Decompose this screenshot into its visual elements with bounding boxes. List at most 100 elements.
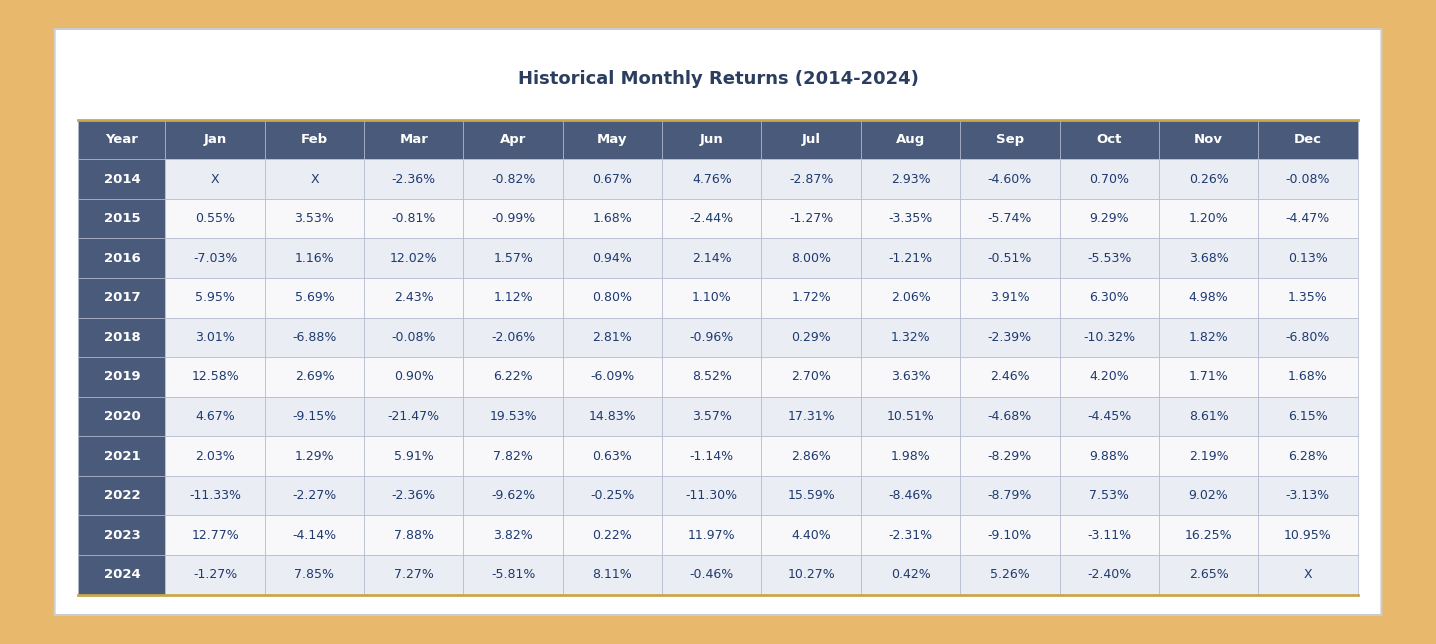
Text: Year: Year — [105, 133, 138, 146]
Text: -6.88%: -6.88% — [293, 331, 336, 344]
Text: 0.13%: 0.13% — [1288, 252, 1328, 265]
Bar — [1258, 199, 1357, 238]
Bar — [264, 555, 365, 594]
Bar — [860, 159, 961, 199]
Bar — [79, 199, 165, 238]
Bar — [761, 159, 860, 199]
Text: -11.33%: -11.33% — [190, 489, 241, 502]
Bar — [1060, 436, 1159, 476]
Text: -2.40%: -2.40% — [1087, 568, 1132, 582]
Bar — [563, 120, 662, 159]
Bar — [464, 555, 563, 594]
Bar — [365, 476, 464, 515]
Text: 2021: 2021 — [103, 450, 141, 462]
Bar — [563, 515, 662, 555]
Text: Historical Monthly Returns (2014-2024): Historical Monthly Returns (2014-2024) — [517, 70, 919, 88]
Text: 6.15%: 6.15% — [1288, 410, 1328, 423]
Text: 3.63%: 3.63% — [890, 370, 931, 383]
Text: 2016: 2016 — [103, 252, 141, 265]
Bar — [264, 317, 365, 357]
Text: -0.82%: -0.82% — [491, 173, 536, 185]
Text: 2.86%: 2.86% — [791, 450, 831, 462]
Bar — [1060, 317, 1159, 357]
Bar — [563, 199, 662, 238]
Bar — [165, 238, 264, 278]
Text: 0.22%: 0.22% — [593, 529, 632, 542]
Bar — [79, 317, 165, 357]
Bar — [264, 476, 365, 515]
Text: 1.72%: 1.72% — [791, 291, 831, 305]
Bar — [1159, 555, 1258, 594]
Bar — [264, 120, 365, 159]
Text: 7.85%: 7.85% — [294, 568, 335, 582]
Text: 12.02%: 12.02% — [391, 252, 438, 265]
Bar — [464, 120, 563, 159]
Bar — [761, 199, 860, 238]
Bar — [662, 397, 761, 436]
Bar — [1159, 357, 1258, 397]
Bar — [1060, 278, 1159, 317]
Text: 2023: 2023 — [103, 529, 141, 542]
Text: 3.91%: 3.91% — [989, 291, 1030, 305]
Bar — [961, 317, 1060, 357]
Text: May: May — [597, 133, 628, 146]
Bar — [464, 476, 563, 515]
Text: 4.76%: 4.76% — [692, 173, 732, 185]
Bar — [264, 159, 365, 199]
Bar — [662, 159, 761, 199]
Text: -0.08%: -0.08% — [1285, 173, 1330, 185]
Text: Jul: Jul — [801, 133, 820, 146]
Bar — [761, 120, 860, 159]
Text: -2.87%: -2.87% — [788, 173, 833, 185]
Text: -5.74%: -5.74% — [988, 213, 1032, 225]
Bar — [961, 278, 1060, 317]
Bar — [365, 317, 464, 357]
Text: 2017: 2017 — [103, 291, 141, 305]
Text: 12.58%: 12.58% — [191, 370, 238, 383]
Bar — [464, 199, 563, 238]
Bar — [1258, 278, 1357, 317]
Text: 3.68%: 3.68% — [1189, 252, 1228, 265]
Bar — [365, 199, 464, 238]
Bar — [165, 159, 264, 199]
Text: -4.60%: -4.60% — [988, 173, 1032, 185]
Bar — [264, 238, 365, 278]
Bar — [860, 515, 961, 555]
Text: -0.99%: -0.99% — [491, 213, 536, 225]
Text: 10.27%: 10.27% — [787, 568, 836, 582]
Bar — [961, 515, 1060, 555]
Text: -9.10%: -9.10% — [988, 529, 1032, 542]
Bar — [1159, 159, 1258, 199]
Text: -9.62%: -9.62% — [491, 489, 536, 502]
Bar — [79, 120, 165, 159]
Text: 1.35%: 1.35% — [1288, 291, 1328, 305]
Text: -2.36%: -2.36% — [392, 173, 437, 185]
Text: 7.27%: 7.27% — [393, 568, 434, 582]
Text: Jun: Jun — [699, 133, 724, 146]
Bar — [79, 357, 165, 397]
Text: 2.65%: 2.65% — [1189, 568, 1228, 582]
Text: 0.63%: 0.63% — [593, 450, 632, 462]
Text: 2.81%: 2.81% — [593, 331, 632, 344]
Text: X: X — [310, 173, 319, 185]
Text: 2024: 2024 — [103, 568, 141, 582]
Text: 2.43%: 2.43% — [393, 291, 434, 305]
Bar — [662, 120, 761, 159]
Bar — [1060, 159, 1159, 199]
Text: 7.88%: 7.88% — [393, 529, 434, 542]
Text: -6.09%: -6.09% — [590, 370, 635, 383]
Bar — [165, 357, 264, 397]
Text: -0.51%: -0.51% — [988, 252, 1032, 265]
Bar — [264, 278, 365, 317]
Bar — [1060, 476, 1159, 515]
Text: Dec: Dec — [1294, 133, 1323, 146]
Bar — [79, 476, 165, 515]
Bar — [365, 159, 464, 199]
Text: 4.67%: 4.67% — [195, 410, 236, 423]
Bar — [264, 515, 365, 555]
Text: -2.31%: -2.31% — [889, 529, 932, 542]
Text: -4.14%: -4.14% — [293, 529, 336, 542]
Text: 9.29%: 9.29% — [1090, 213, 1129, 225]
Bar — [165, 555, 264, 594]
Text: -5.53%: -5.53% — [1087, 252, 1132, 265]
